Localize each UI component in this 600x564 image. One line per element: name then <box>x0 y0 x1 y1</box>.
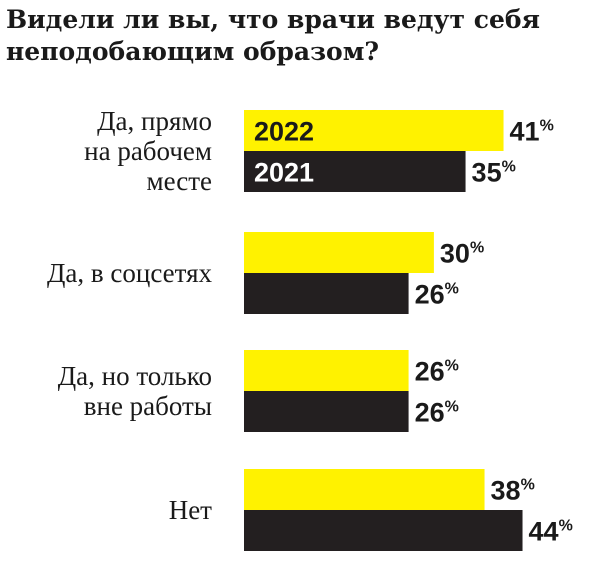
value-label: 30% <box>440 239 484 269</box>
value-label: 38% <box>491 476 535 506</box>
bar-2022-4 <box>244 469 485 510</box>
category-label: месте <box>146 166 212 196</box>
bar-2022-1 <box>244 110 504 151</box>
bar-2021-3 <box>244 391 409 432</box>
value-label: 26% <box>415 280 459 310</box>
category-label: Да, прямо <box>97 106 212 136</box>
category-label: Да, в соцсетях <box>47 258 212 288</box>
category-label: на рабочем <box>84 136 212 166</box>
chart-title-line-2: неподобающим образом? <box>6 37 380 66</box>
bar-2021-1 <box>244 151 466 192</box>
bar-2022-2 <box>244 232 434 273</box>
bar-2021-2 <box>244 273 409 314</box>
value-label: 26% <box>415 398 459 428</box>
series-label-2021: 2021 <box>254 158 314 188</box>
chart-title-line-1: Видели ли вы, что врачи ведут себя <box>6 5 540 34</box>
bar-2022-3 <box>244 350 409 391</box>
chart-title: Видели ли вы, что врачи ведут себя непод… <box>6 4 596 68</box>
value-label: 26% <box>415 357 459 387</box>
value-label: 35% <box>472 158 516 188</box>
bar-2021-4 <box>244 510 523 551</box>
series-label-2022: 2022 <box>254 117 314 147</box>
value-label: 44% <box>529 517 573 547</box>
category-label: Да, но только <box>58 361 212 391</box>
value-label: 41% <box>510 117 554 147</box>
category-label: вне работы <box>84 391 212 421</box>
category-label: Нет <box>169 495 212 525</box>
